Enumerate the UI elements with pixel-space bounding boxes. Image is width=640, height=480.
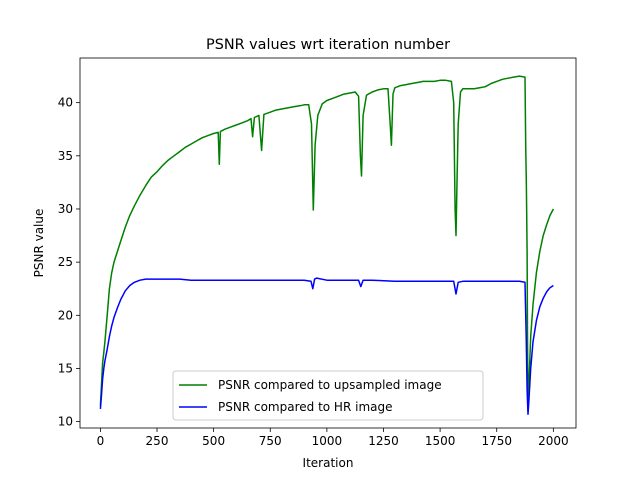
- y-tick-label: 25: [58, 255, 73, 269]
- legend-box: [172, 370, 484, 421]
- y-tick-label: 40: [58, 96, 73, 110]
- y-tick-label: 30: [58, 202, 73, 216]
- plot-frame: [79, 57, 577, 429]
- y-tick-label: 10: [58, 415, 73, 429]
- x-tick-label: 1250: [368, 434, 399, 448]
- series-line-hr: [99, 277, 554, 415]
- x-tick-label: 750: [259, 434, 282, 448]
- chart-title: PSNR values wrt iteration number: [206, 37, 450, 53]
- plot-lines: [99, 75, 555, 415]
- x-tick-label: 1750: [481, 434, 512, 448]
- x-tick-label: 1000: [312, 434, 343, 448]
- y-axis-label: PSNR value: [32, 209, 46, 278]
- x-tick-label: 1500: [425, 434, 456, 448]
- legend-label-upsampled: PSNR compared to upsampled image: [218, 378, 442, 392]
- x-tick-label: 500: [202, 434, 225, 448]
- x-axis-label: Iteration: [303, 456, 354, 470]
- y-tick-label: 35: [58, 149, 73, 163]
- legend: PSNR compared to upsampled image PSNR co…: [172, 370, 484, 421]
- legend-label-hr: PSNR compared to HR image: [218, 400, 392, 414]
- series-line-upsampled: [99, 75, 555, 412]
- x-tick-label: 250: [146, 434, 169, 448]
- y-tick-label: 20: [58, 308, 73, 322]
- x-axis: 0 250 500 750 1000 1250 1500 1750 2000: [97, 428, 569, 448]
- y-tick-label: 15: [58, 361, 73, 375]
- y-axis: 10 15 20 25 30 35 40: [58, 96, 80, 429]
- x-tick-label: 0: [97, 434, 105, 448]
- x-tick-label: 2000: [538, 434, 569, 448]
